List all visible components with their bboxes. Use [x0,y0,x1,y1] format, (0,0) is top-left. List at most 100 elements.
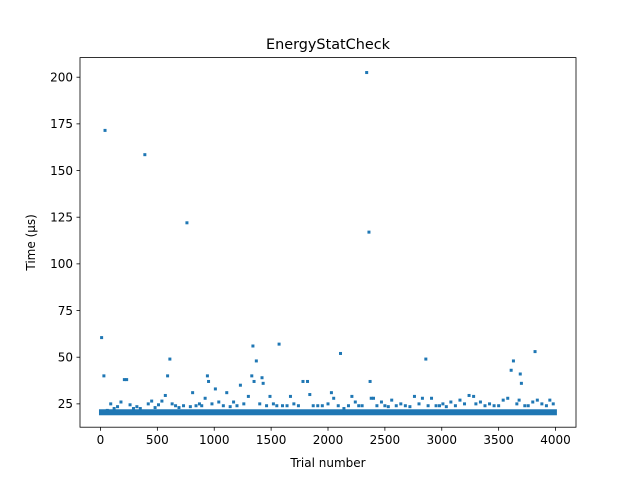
data-point [360,404,364,408]
data-point [174,404,178,408]
data-point [437,404,441,408]
data-point [213,387,217,391]
y-tick-label: 50 [58,351,73,365]
y-tick-label: 175 [50,117,73,131]
data-point [531,400,535,404]
data-point [551,402,555,406]
data-point [182,404,186,408]
x-tick-label: 0 [97,433,105,447]
data-point [346,404,350,408]
data-point [225,391,229,395]
data-point [112,407,116,411]
x-tick-label: 500 [146,433,169,447]
y-tick-label: 125 [50,211,73,225]
data-point [177,406,181,410]
x-axis-ticks: 0 500 1000 1500 2000 2500 3000 3500 4000 [97,427,571,447]
data-point [116,405,120,409]
x-tick-label: 4000 [540,433,571,447]
data-point [540,402,544,406]
data-point [430,396,434,400]
data-point [369,396,373,400]
data-point [194,404,198,408]
data-point [203,396,207,400]
data-point [426,404,430,408]
x-tick-label: 3500 [483,433,514,447]
data-point [372,396,376,400]
data-point [472,394,476,398]
data-point [285,404,289,408]
data-point [533,350,537,354]
data-point [383,404,387,408]
data-point [252,379,256,383]
data-point [251,344,255,348]
data-point [258,402,262,406]
y-axis-label: Time (µs) [24,214,38,271]
data-point [306,379,310,383]
data-point [339,351,343,355]
data-point [102,374,106,378]
data-point [403,404,407,408]
data-point [235,404,239,408]
data-point [501,398,505,402]
data-point [408,405,412,409]
data-point [399,402,403,406]
data-point [548,398,552,402]
data-point [308,393,312,397]
data-point [250,374,254,378]
data-point [424,357,428,361]
data-point [288,394,292,398]
data-point [254,359,258,363]
data-point [242,402,246,406]
data-point [434,404,438,408]
data-point [506,396,510,400]
data-point [523,404,527,408]
data-point [379,400,383,404]
data-point [544,404,548,408]
data-point [210,402,214,406]
data-point [197,402,201,406]
data-point [185,221,189,225]
data-point [191,391,195,395]
data-point [474,402,478,406]
data-point [246,394,250,398]
data-point [353,400,357,404]
data-point [135,405,139,409]
data-point [336,404,340,408]
y-tick-label: 75 [58,304,73,318]
data-point [463,402,467,406]
data-point [100,336,104,340]
data-point [518,372,522,376]
data-point [188,405,192,409]
data-point [207,379,211,383]
data-point [357,404,361,408]
data-point [453,404,457,408]
data-point [103,128,107,132]
data-point [166,374,170,378]
data-point [467,393,471,397]
y-axis-ticks: 25 50 75 100 125 150 175 200 [50,71,80,411]
x-tick-label: 1000 [199,433,230,447]
data-point [492,404,496,408]
y-tick-label: 100 [50,257,73,271]
data-point [125,378,129,382]
data-point [478,400,482,404]
data-point [268,394,272,398]
data-point [316,404,320,408]
data-point [128,403,132,407]
data-point [232,400,236,404]
data-point [146,402,150,406]
data-point [390,398,394,402]
y-tick-label: 200 [50,71,73,85]
data-point [119,400,123,404]
x-axis-label: Trial number [289,456,365,470]
data-point [261,381,265,385]
data-point [368,379,372,383]
data-point [386,405,390,409]
data-point [200,404,204,408]
data-point [329,391,333,395]
data-point [265,404,269,408]
data-point [497,404,501,408]
